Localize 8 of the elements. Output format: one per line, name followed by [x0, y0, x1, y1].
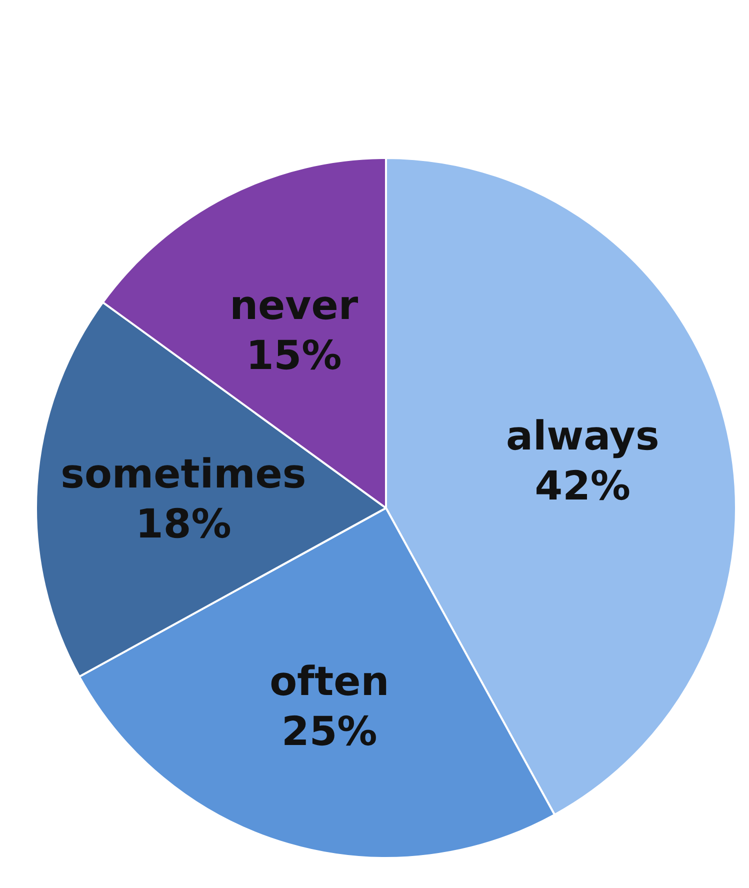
- slice-label: always: [506, 414, 660, 460]
- slice-label: sometimes: [60, 451, 306, 498]
- data-label: 15%: [246, 333, 342, 380]
- data-label: 42%: [534, 464, 630, 510]
- data-label: 18%: [136, 501, 232, 548]
- data-label: 25%: [281, 708, 378, 755]
- slice-label: often: [270, 658, 390, 705]
- slice-label: never: [230, 283, 358, 330]
